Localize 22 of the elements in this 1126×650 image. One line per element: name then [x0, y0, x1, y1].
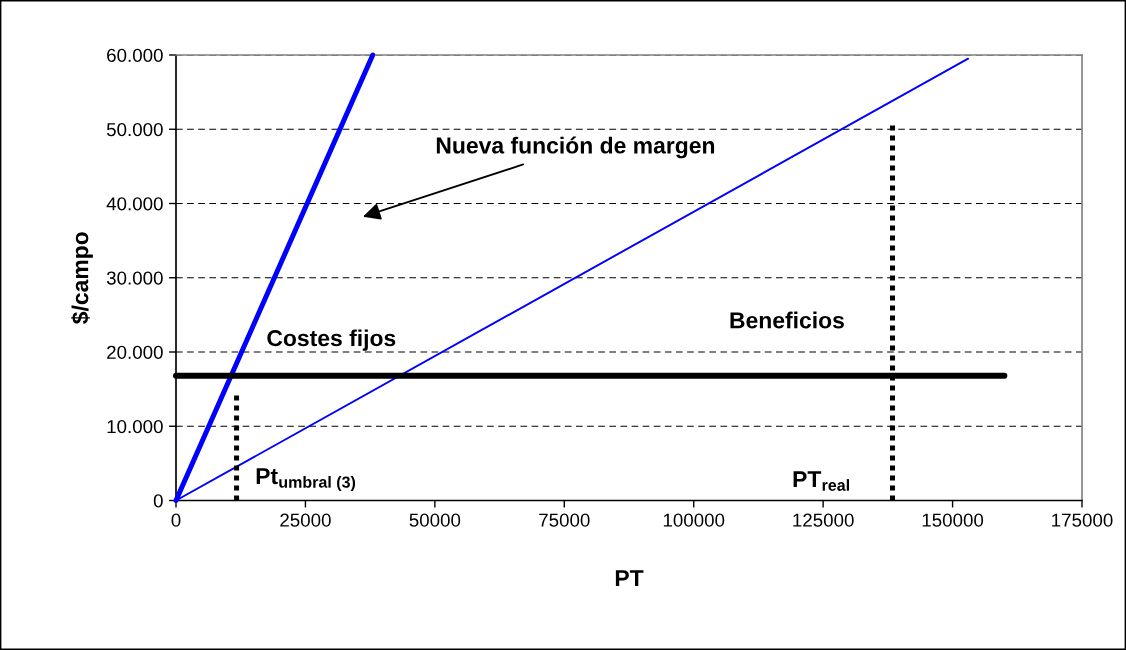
x-tick-label: 50000 — [409, 513, 461, 527]
y-tick-label: 40.000 — [106, 197, 163, 211]
y-tick-label: 60.000 — [107, 48, 163, 62]
y-axis-title: $/campo — [71, 232, 93, 324]
x-tick-label: 125000 — [793, 513, 854, 527]
y-tick-label: 20.000 — [107, 345, 163, 359]
y-tick-label: 50.000 — [106, 122, 163, 137]
x-axis-title: PT — [615, 570, 644, 586]
y-tick-label: 10.000 — [107, 419, 163, 434]
x-tick-label: 150000 — [922, 513, 984, 527]
x-tick-label: 100000 — [663, 513, 725, 527]
annotation: Beneficios — [730, 311, 844, 329]
x-tick-label: 0 — [171, 513, 181, 527]
x-tick-label: 25000 — [280, 513, 331, 527]
annotation: PT$_{real}$ — [793, 471, 849, 491]
x-tick-label: 75000 — [539, 513, 590, 527]
x-tick-label: 175000 — [1052, 513, 1113, 527]
y-tick-label: 0 — [153, 494, 163, 508]
y-tick-label: 30.000 — [106, 271, 163, 285]
annotation: Pt$_{umbral (3)}$ — [256, 468, 356, 491]
annotation: Nueva función de margen — [436, 136, 715, 159]
annotation: Costes fijos — [267, 329, 396, 351]
